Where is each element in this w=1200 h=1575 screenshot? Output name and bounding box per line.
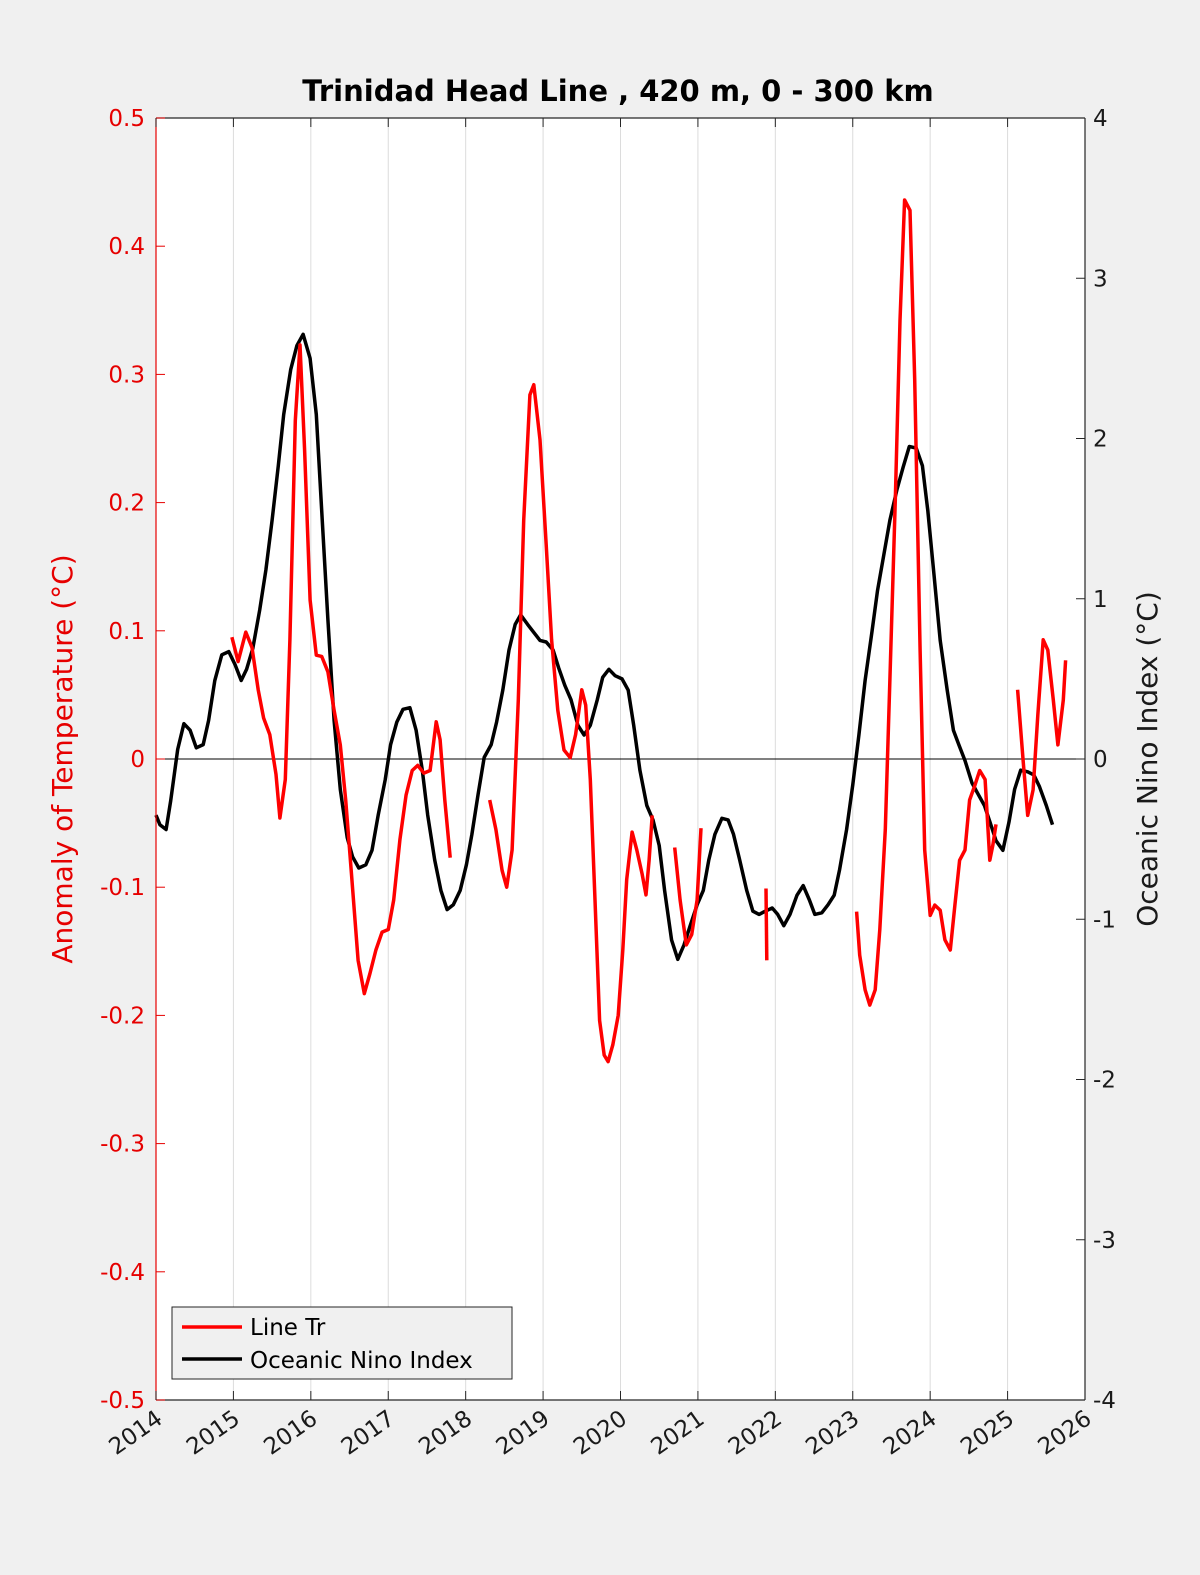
legend: Line Tr Oceanic Nino Index <box>171 1306 513 1380</box>
right-tick-label: 2 <box>1093 427 1108 453</box>
line-tr-segment-1 <box>487 382 654 1064</box>
left-tick-label: 0.5 <box>108 106 145 132</box>
line-tr-segment-3 <box>764 888 769 961</box>
right-axis-label: Oceanic Nino Index (°C) <box>1131 591 1164 927</box>
oni-segment-0 <box>154 332 1055 962</box>
right-tick-label: -2 <box>1093 1068 1116 1094</box>
x-tick-label: 2016 <box>259 1406 322 1461</box>
left-tick-label: -0.3 <box>100 1132 145 1158</box>
legend-label-line-tr: Line Tr <box>250 1315 326 1341</box>
right-tick-label: 3 <box>1093 266 1108 292</box>
left-tick-label: -0.4 <box>100 1260 145 1286</box>
left-tick-label: 0.2 <box>108 491 145 517</box>
left-axis-label: Anomaly of Temperature (°C) <box>46 554 79 963</box>
right-tick-label: -4 <box>1093 1388 1116 1414</box>
line-tr-segment-4 <box>854 198 998 1007</box>
left-tick-label: -0.2 <box>100 1003 145 1029</box>
series-oceanic-nino-index <box>154 332 1055 962</box>
x-tick-label: 2019 <box>492 1406 555 1461</box>
x-tick-label: 2018 <box>414 1406 477 1461</box>
right-tick-label: 0 <box>1093 747 1108 773</box>
left-tick-label: 0.1 <box>108 619 145 645</box>
line-tr-segment-5 <box>1015 638 1068 818</box>
x-tick-label: 2017 <box>337 1406 400 1461</box>
left-axis-ticks: 0.5 0.4 0.3 0.2 0.1 0 -0.1 -0.2 -0.3 -0.4 -0.5 <box>100 106 165 1414</box>
right-tick-label: -3 <box>1093 1228 1116 1254</box>
left-tick-label: -0.1 <box>100 875 145 901</box>
left-tick-label: 0 <box>130 747 145 773</box>
x-tick-label: 2023 <box>801 1406 864 1461</box>
x-tick-label: 2022 <box>724 1406 787 1461</box>
x-tick-label: 2020 <box>569 1406 632 1461</box>
x-tick-label: 2015 <box>182 1406 245 1461</box>
right-tick-label: 1 <box>1093 587 1108 613</box>
x-tick-label: 2026 <box>1034 1406 1097 1461</box>
right-axis-ticks: 4 3 2 1 0 -1 -2 -3 -4 <box>1076 106 1116 1414</box>
chart-title: Trinidad Head Line , 420 m, 0 - 300 km <box>302 74 933 108</box>
series-line-tr <box>230 198 1068 1064</box>
x-tick-label: 2025 <box>956 1406 1019 1461</box>
left-tick-label: -0.5 <box>100 1388 145 1414</box>
right-tick-label: 4 <box>1093 106 1108 132</box>
left-tick-label: 0.4 <box>108 234 145 260</box>
line-tr-segment-2 <box>672 828 703 947</box>
right-tick-label: -1 <box>1093 907 1116 933</box>
x-tick-label: 2024 <box>879 1406 942 1461</box>
legend-box <box>171 1306 513 1380</box>
left-tick-label: 0.3 <box>108 362 145 388</box>
line-tr-segment-0 <box>230 343 452 996</box>
x-tick-label: 2021 <box>646 1406 709 1461</box>
series-layer <box>154 198 1068 1064</box>
legend-label-oni: Oceanic Nino Index <box>250 1348 473 1374</box>
